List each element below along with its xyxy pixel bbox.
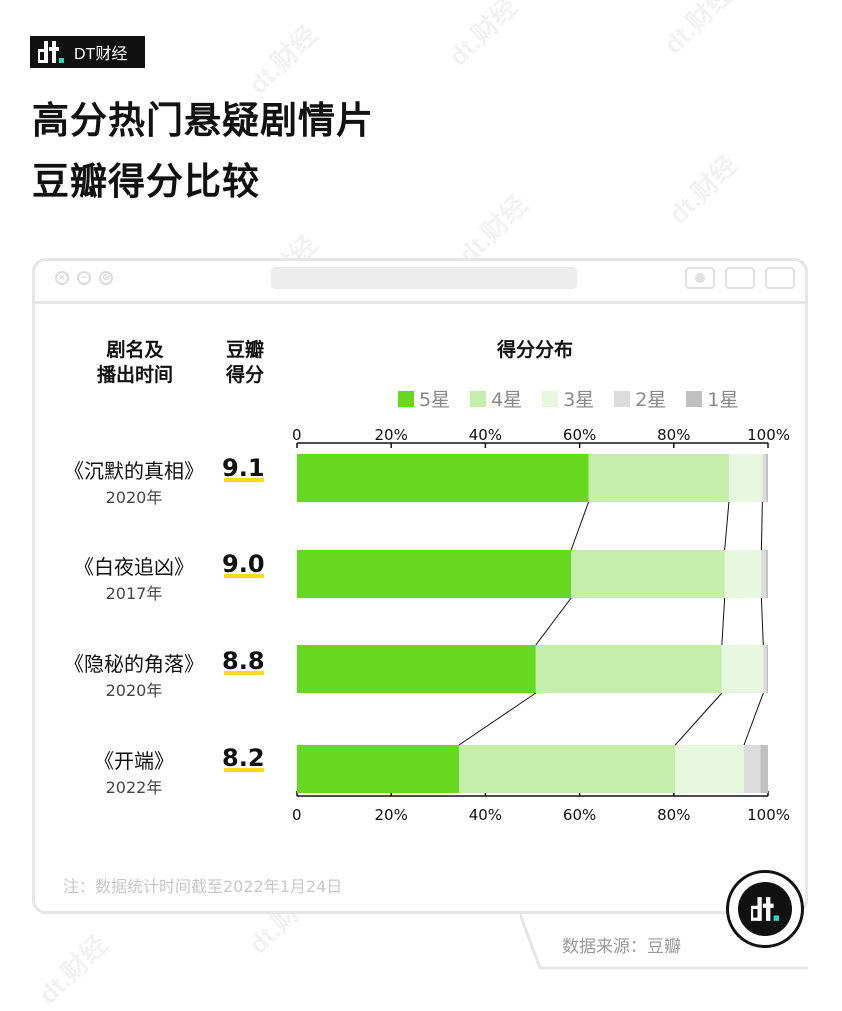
show-year: 2020年 [105, 681, 163, 700]
show-name: 《开端》 [94, 749, 174, 773]
window-titlebar: × − ⊘ [35, 261, 805, 304]
legend-item-3: 3星 [542, 385, 594, 412]
dt-logo-icon [751, 897, 779, 921]
score-underline [224, 768, 264, 772]
legend-item-1: 1星 [686, 385, 738, 412]
score-underline [224, 574, 264, 578]
watermark: dt.财经 [657, 0, 739, 60]
legend-item-5: 5星 [398, 385, 450, 412]
show-year: 2022年 [105, 778, 163, 797]
record-icon[interactable] [685, 267, 715, 289]
source-tab [520, 914, 808, 970]
share-icon[interactable] [725, 267, 755, 289]
brand-name: DT财经 [74, 46, 128, 63]
footnote: 注：数据统计时间截至2022年1月24日 [63, 877, 343, 896]
watermark: dt.财经 [662, 149, 744, 230]
distribution-header: 得分分布 [496, 339, 573, 361]
watermark: dt.财经 [442, 0, 524, 72]
show-year: 2017年 [105, 584, 163, 603]
show-score: 8.2 [222, 744, 265, 772]
brand-logo: DT财经 [30, 36, 145, 68]
window-icon[interactable] [765, 267, 795, 289]
page-subtitle: 豆瓣得分比较 [32, 160, 260, 203]
maximize-icon[interactable]: ⊘ [99, 271, 113, 285]
address-bar[interactable] [271, 267, 577, 289]
name-column-header: 剧名及 播出时间 [96, 339, 173, 386]
page-title: 高分热门悬疑剧情片 [32, 99, 374, 142]
score-underline [224, 478, 264, 482]
show-name: 《白夜追凶》 [74, 555, 194, 579]
show-name: 《沉默的真相》 [64, 459, 204, 483]
show-score: 9.1 [222, 454, 265, 482]
show-year: 2020年 [105, 488, 163, 507]
watermark: dt.财经 [242, 19, 324, 100]
dt-logo-icon [38, 41, 64, 63]
dt-circle-logo [726, 870, 804, 948]
legend-item-2: 2星 [614, 385, 666, 412]
show-score: 8.8 [222, 647, 265, 675]
legend-item-4: 4星 [470, 385, 522, 412]
chart-legend: 5星 4星 3星 2星 1星 [398, 385, 758, 412]
score-column-header: 豆瓣 得分 [225, 339, 264, 386]
minimize-icon[interactable]: − [77, 271, 91, 285]
watermark: dt.财经 [32, 929, 114, 1010]
score-underline [224, 671, 264, 675]
close-icon[interactable]: × [55, 271, 69, 285]
show-score: 9.0 [222, 550, 265, 578]
show-name: 《隐秘的角落》 [64, 652, 204, 676]
data-source: 数据来源：豆瓣 [562, 937, 681, 957]
